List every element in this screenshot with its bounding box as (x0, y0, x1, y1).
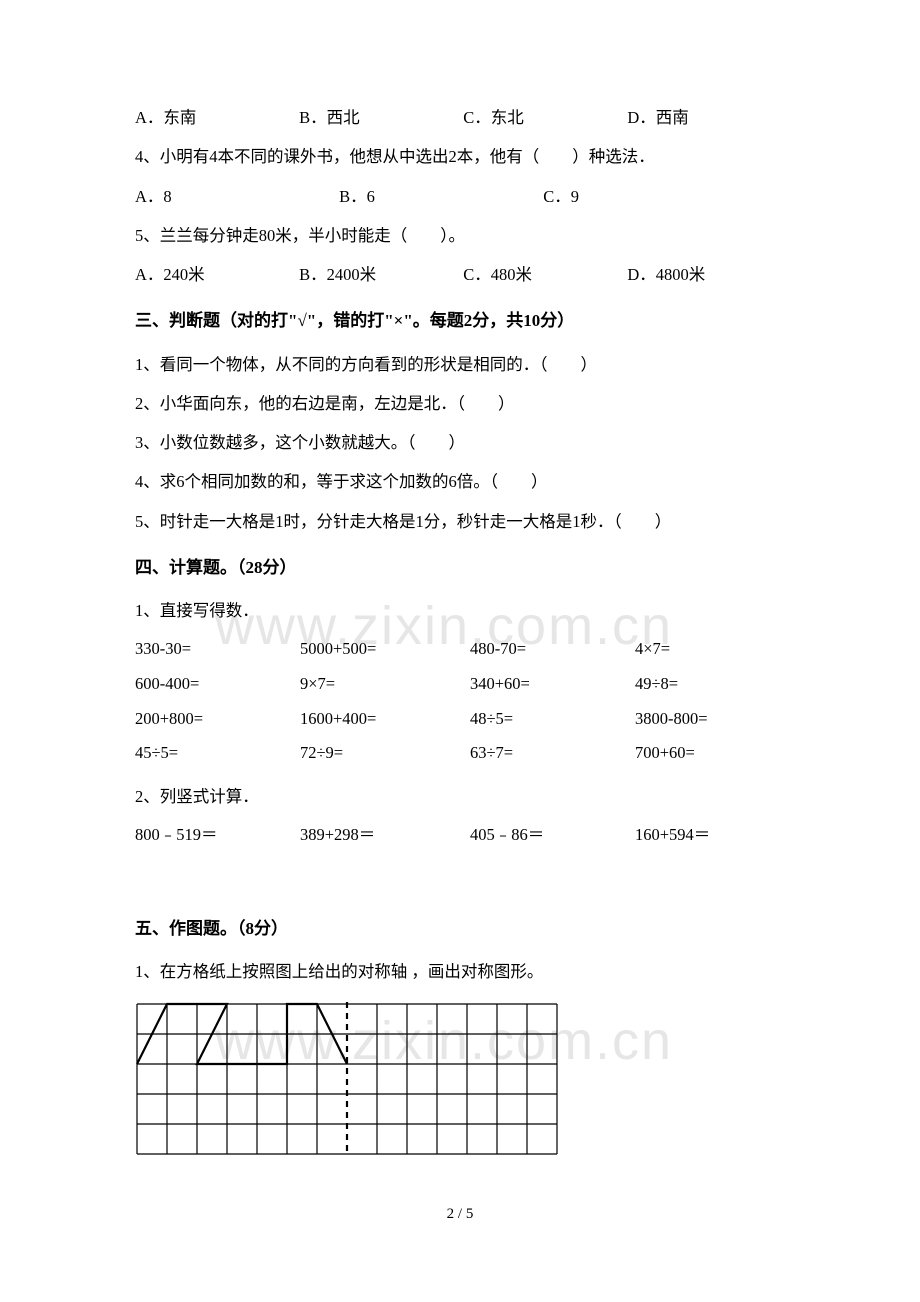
q3-option-c: C．东北 (463, 100, 623, 136)
table-cell: 330-30= (135, 632, 300, 667)
table-cell: 48÷5= (470, 702, 635, 737)
table-cell: 160+594＝ (635, 818, 785, 853)
section5-heading: 五、作图题。（8分） (135, 909, 785, 948)
table-cell: 600-400= (135, 667, 300, 702)
q5-option-b: B．2400米 (299, 257, 459, 293)
table-cell: 5000+500= (300, 632, 470, 667)
s4-q2: 2、列竖式计算． (135, 779, 785, 815)
section4-heading: 四、计算题。（28分） (135, 548, 785, 587)
s3-q4: 4、求6个相同加数的和，等于求这个加数的6倍。（ ） (135, 464, 785, 500)
q4-text: 4、小明有4本不同的课外书，他想从中选出2本，他有（ ）种选法． (135, 139, 785, 175)
s3-q5: 5、时针走一大格是1时，分针走大格是1分，秒针走一大格是1秒．（ ） (135, 504, 785, 540)
table-cell: 9×7= (300, 667, 470, 702)
table-cell: 49÷8= (635, 667, 785, 702)
table-cell: 700+60= (635, 736, 785, 771)
s4-q1: 1、直接写得数． (135, 593, 785, 629)
table-cell: 1600+400= (300, 702, 470, 737)
q5-option-c: C．480米 (463, 257, 623, 293)
q4-option-c: C．9 (543, 179, 579, 215)
table-cell: 340+60= (470, 667, 635, 702)
q4-option-b: B．6 (339, 179, 539, 215)
spacer (135, 861, 785, 901)
table-cell: 63÷7= (470, 736, 635, 771)
s3-q2: 2、小华面向东，他的右边是南，左边是北．（ ） (135, 386, 785, 422)
s5-q1: 1、在方格纸上按照图上给出的对称轴 ，画出对称图形。 (135, 954, 785, 990)
symmetry-grid (135, 1002, 785, 1156)
q3-option-b: B．西北 (299, 100, 459, 136)
calc-table-1: 330-30=5000+500=480-70=4×7=600-400=9×7=3… (135, 632, 785, 771)
table-cell: 3800-800= (635, 702, 785, 737)
table-cell: 389+298＝ (300, 818, 470, 853)
q5-options-row: A．240米 B．2400米 C．480米 D．4800米 (135, 257, 785, 293)
table-cell: 405﹣86＝ (470, 818, 635, 853)
table-row: 45÷5=72÷9=63÷7=700+60= (135, 736, 785, 771)
q5-text: 5、兰兰每分钟走80米，半小时能走（ ）。 (135, 218, 785, 254)
q3-option-a: A．东南 (135, 100, 295, 136)
document-content: A．东南 B．西北 C．东北 D．西南 4、小明有4本不同的课外书，他想从中选出… (135, 100, 785, 1223)
table-cell: 4×7= (635, 632, 785, 667)
table-row: 800﹣519＝389+298＝405﹣86＝160+594＝ (135, 818, 785, 853)
page-number: 2 / 5 (135, 1206, 785, 1223)
q4-options-row: A．8 B．6 C．9 (135, 179, 785, 215)
table-cell: 480-70= (470, 632, 635, 667)
q4-option-a: A．8 (135, 179, 335, 215)
calc-table-2: 800﹣519＝389+298＝405﹣86＝160+594＝ (135, 818, 785, 853)
table-row: 200+800=1600+400=48÷5=3800-800= (135, 702, 785, 737)
q3-options-row: A．东南 B．西北 C．东北 D．西南 (135, 100, 785, 136)
table-cell: 800﹣519＝ (135, 818, 300, 853)
s3-q3: 3、小数位数越多，这个小数就越大。（ ） (135, 425, 785, 461)
table-cell: 72÷9= (300, 736, 470, 771)
q5-option-d: D．4800米 (627, 257, 705, 293)
s3-q1: 1、看同一个物体，从不同的方向看到的形状是相同的．（ ） (135, 347, 785, 383)
table-row: 330-30=5000+500=480-70=4×7= (135, 632, 785, 667)
section3-heading: 三、判断题（对的打"√"，错的打"×"。每题2分，共10分） (135, 301, 785, 340)
q5-option-a: A．240米 (135, 257, 295, 293)
table-cell: 200+800= (135, 702, 300, 737)
table-cell: 45÷5= (135, 736, 300, 771)
table-row: 600-400=9×7=340+60=49÷8= (135, 667, 785, 702)
q3-option-d: D．西南 (627, 100, 688, 136)
